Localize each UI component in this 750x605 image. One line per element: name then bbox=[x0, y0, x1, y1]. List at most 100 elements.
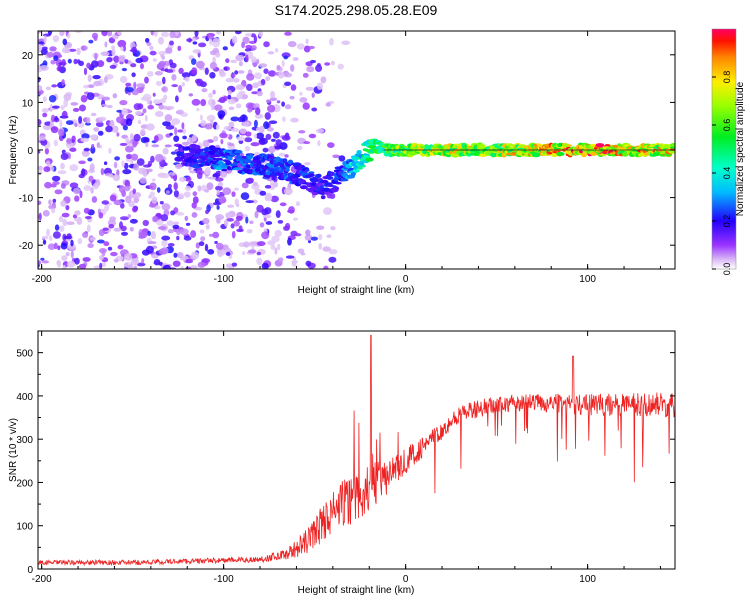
spectrogram-cell bbox=[268, 70, 276, 77]
spectrogram-cell bbox=[76, 59, 81, 64]
spectrogram-cell bbox=[149, 182, 157, 191]
spectrogram-cell bbox=[338, 155, 346, 162]
spectrogram-ridge-cell bbox=[278, 169, 284, 173]
spectrogram-cell bbox=[141, 258, 145, 264]
spectrogram-cell bbox=[116, 132, 120, 137]
spectrogram-cell bbox=[253, 35, 258, 44]
spectrogram-cell bbox=[38, 119, 42, 126]
spectrogram-cell bbox=[163, 162, 168, 167]
spectrogram-ridge-cell bbox=[566, 144, 573, 147]
spectrogram-cell bbox=[216, 31, 221, 35]
spectrogram-cell bbox=[178, 67, 184, 74]
spectrogram-cell bbox=[304, 162, 311, 166]
spectrogram-cell bbox=[112, 93, 118, 99]
spectrogram-cell bbox=[65, 205, 70, 211]
spectrogram-cell bbox=[93, 127, 100, 132]
spectrogram-cell bbox=[258, 137, 268, 145]
spectrogram-cell bbox=[38, 31, 42, 34]
spectrogram-cell bbox=[263, 216, 267, 222]
spectrogram-cell bbox=[196, 60, 205, 69]
spectrogram-cell bbox=[54, 115, 58, 121]
spectrogram-cell bbox=[304, 234, 313, 241]
spectrogram-cell bbox=[173, 182, 178, 191]
spectrogram-ridge-cell bbox=[263, 174, 272, 178]
spectrogram-cell bbox=[83, 207, 90, 214]
spectrogram-cell bbox=[212, 56, 216, 64]
spectrogram-cell bbox=[152, 215, 159, 223]
spectrogram-cell bbox=[146, 168, 153, 173]
spectrogram-cell bbox=[284, 104, 292, 110]
spectrogram-cell bbox=[191, 251, 200, 260]
spectrogram-cell bbox=[281, 135, 291, 141]
spectrogram-cell bbox=[43, 96, 47, 102]
spectrogram-cell bbox=[108, 224, 115, 229]
spectrogram-cell bbox=[127, 214, 131, 218]
spectrogram-ridge-cell bbox=[305, 169, 310, 172]
spectrogram-cell bbox=[97, 130, 104, 136]
spectrogram-cell bbox=[86, 62, 91, 69]
y-tick-label: -10 bbox=[19, 194, 34, 205]
spectrogram-cell bbox=[204, 167, 211, 175]
spectrogram-cell bbox=[167, 243, 175, 247]
snr-x-ticks: -200 -100 0 100 bbox=[32, 331, 661, 585]
spectrogram-cell bbox=[230, 223, 235, 229]
spectrogram-cell bbox=[316, 225, 325, 230]
spectrogram-cell bbox=[53, 139, 58, 147]
spectrogram-cell bbox=[148, 203, 156, 208]
spectrogram-cell bbox=[215, 214, 225, 221]
spectrogram-cell bbox=[158, 248, 168, 255]
spectrogram-cell bbox=[173, 190, 179, 198]
spectrogram-cell bbox=[83, 147, 91, 152]
spectrogram-cell bbox=[247, 108, 253, 113]
spectrogram-cell bbox=[66, 137, 72, 145]
y-tick-label: 300 bbox=[16, 435, 33, 446]
spectrogram-cell bbox=[230, 116, 240, 122]
spectrogram-cell bbox=[273, 181, 279, 188]
spectrogram-cell bbox=[315, 128, 325, 134]
spectrogram-cell bbox=[149, 50, 157, 56]
spectrogram-cell bbox=[277, 257, 284, 263]
spectrogram-cell bbox=[188, 93, 193, 97]
spectrogram-cell bbox=[57, 170, 67, 175]
spectrogram-cell bbox=[258, 63, 267, 68]
spectrogram-cell bbox=[96, 60, 105, 68]
spectrogram-cell bbox=[233, 220, 240, 227]
spectrogram-cell bbox=[232, 35, 238, 44]
spectrogram-cell bbox=[133, 196, 139, 204]
spectrogram-cell bbox=[223, 66, 228, 71]
y-tick-label: 200 bbox=[16, 478, 33, 489]
spectrogram-cell bbox=[191, 58, 197, 65]
spectrogram-ridge-cell bbox=[192, 158, 198, 164]
spectrogram-cell bbox=[97, 239, 105, 244]
spectrogram-cell bbox=[138, 167, 146, 175]
spectrogram-ridge-cell bbox=[186, 146, 191, 150]
spectrogram-cell bbox=[53, 55, 59, 62]
spectrogram-cell bbox=[81, 45, 86, 51]
spectrogram-cell bbox=[48, 199, 52, 206]
spectrogram-cell bbox=[237, 70, 245, 74]
spectrogram-cell bbox=[290, 84, 297, 91]
colorbar-label: Normalized spectral amplitude bbox=[735, 81, 746, 216]
spectrogram-cell bbox=[221, 250, 226, 256]
spectrogram-cell bbox=[150, 155, 155, 163]
spectrogram-ridge-cell bbox=[316, 173, 322, 178]
spectrogram-cell bbox=[198, 42, 207, 48]
spectrogram-cell bbox=[82, 257, 91, 262]
chart-title: S174.2025.298.05.28.E09 bbox=[275, 2, 438, 18]
spectrogram-cell bbox=[161, 239, 168, 247]
spectrogram-cell bbox=[70, 102, 79, 106]
spectrogram-cell bbox=[259, 190, 267, 196]
x-tick-label: 100 bbox=[579, 274, 596, 285]
spectrogram-cell bbox=[151, 196, 158, 205]
spectrogram-cell bbox=[165, 47, 173, 54]
spectrogram-ridge-cell bbox=[299, 185, 308, 190]
spectrogram-cell bbox=[302, 102, 310, 110]
spectrogram-ridge-cell bbox=[669, 143, 675, 147]
spectrogram-cell bbox=[48, 95, 57, 103]
spectrogram-cell bbox=[205, 209, 209, 215]
spectrogram-ridge-cell bbox=[216, 162, 225, 165]
spectrogram-cell bbox=[153, 31, 158, 37]
spectrogram-cell bbox=[140, 63, 144, 70]
spectrogram-cell bbox=[161, 235, 171, 241]
spectrogram-cell bbox=[52, 105, 60, 109]
